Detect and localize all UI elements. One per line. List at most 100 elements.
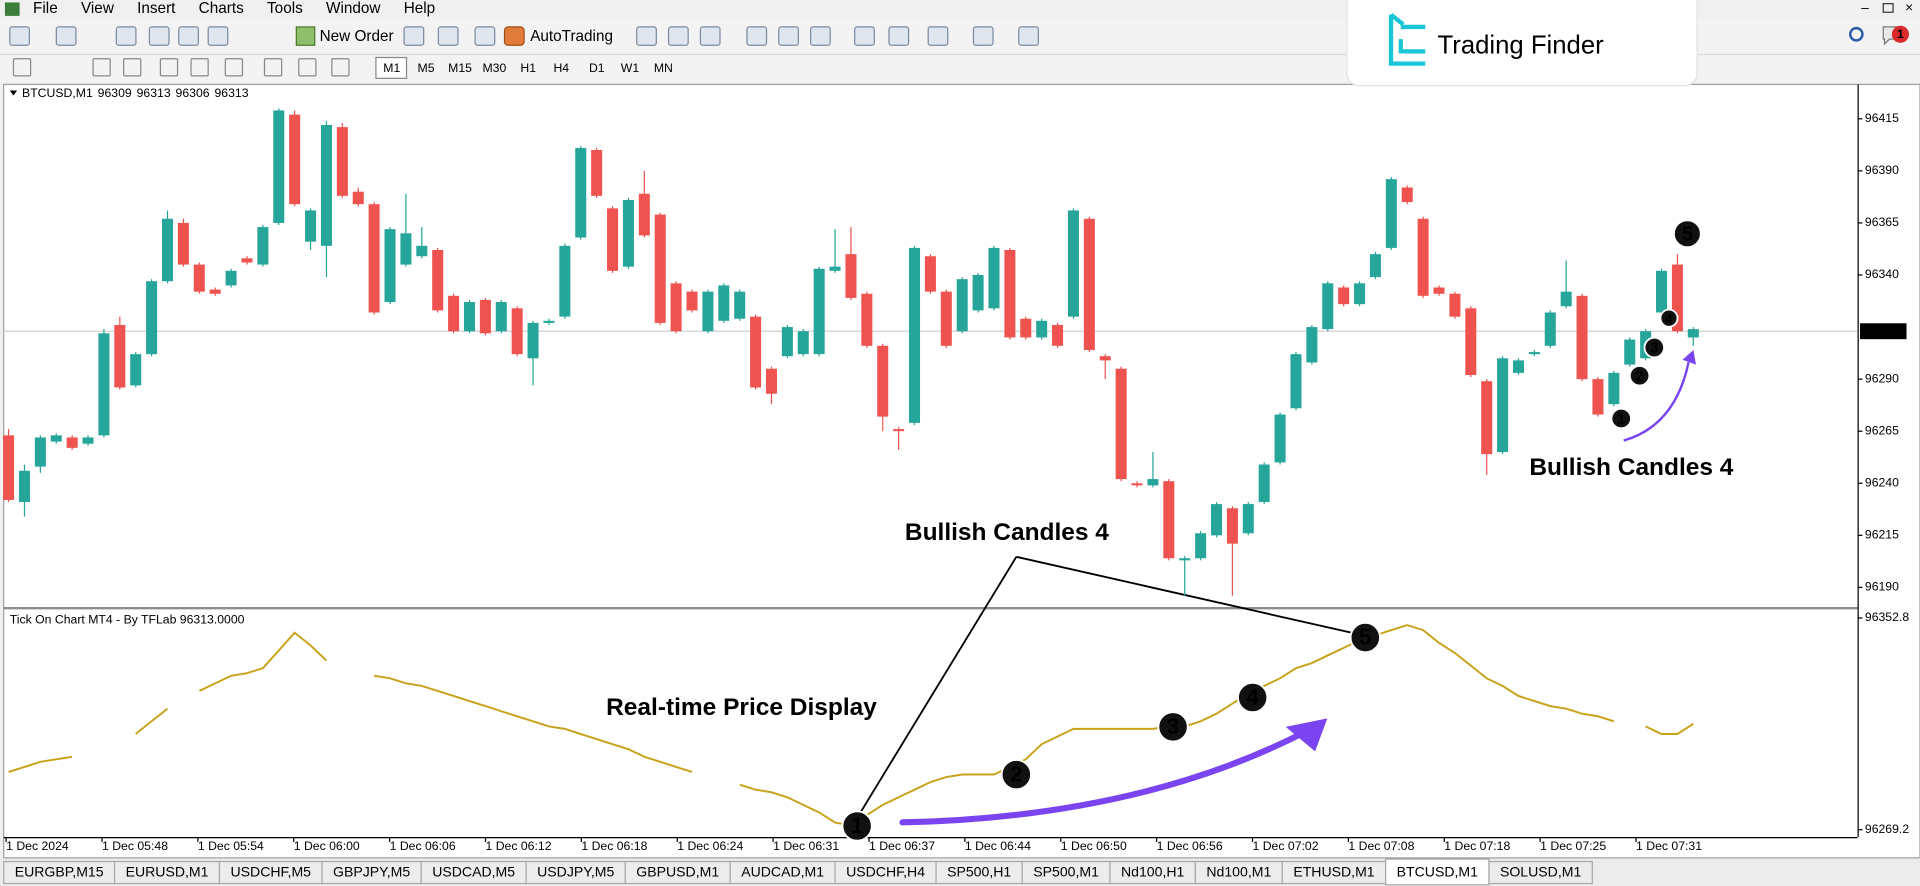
tab-label[interactable]: Nd100,H1: [1121, 863, 1185, 879]
annotation-connector: [1016, 555, 1357, 635]
drawing-tool[interactable]: [159, 58, 179, 77]
arrowhead: [1682, 349, 1696, 365]
toolbar-icon[interactable]: [854, 26, 875, 46]
tab-label[interactable]: GBPUSD,M1: [636, 863, 719, 879]
drawing-tool[interactable]: [298, 58, 317, 77]
candle-body: [1592, 379, 1604, 415]
toolbar-icon[interactable]: [55, 26, 77, 46]
new-order-button[interactable]: New Order: [320, 28, 394, 45]
toolbar-icon[interactable]: [403, 26, 425, 46]
toolbar-icon[interactable]: [667, 26, 689, 46]
candle-body: [432, 249, 444, 311]
menu-item[interactable]: Insert: [137, 0, 176, 17]
autotrading-icon[interactable]: [503, 26, 525, 46]
tab-label[interactable]: AUDCAD,M1: [741, 863, 824, 879]
toolbar-icon[interactable]: [636, 26, 657, 46]
timeframe-button[interactable]: W1: [621, 61, 640, 75]
drawing-tool[interactable]: [190, 58, 209, 77]
y-tick-label: 96240: [1865, 476, 1899, 490]
drawing-tool[interactable]: [92, 58, 111, 77]
candle-body: [940, 291, 952, 346]
timeframe-button[interactable]: M15: [448, 61, 472, 75]
timeframe-button[interactable]: D1: [589, 61, 605, 75]
tab-label[interactable]: BTCUSD,M1: [1397, 863, 1478, 879]
y-tick-label: 96190: [1865, 580, 1899, 594]
menu-item[interactable]: Help: [404, 0, 435, 17]
tab-label[interactable]: SP500,M1: [1033, 863, 1099, 879]
timeframe-button[interactable]: M1: [383, 61, 400, 75]
menu-item[interactable]: Tools: [267, 0, 303, 17]
drawing-tool[interactable]: [224, 58, 244, 77]
toolbar-icon[interactable]: [9, 26, 30, 46]
toolbar-icon[interactable]: [207, 26, 229, 46]
tab-label[interactable]: SOLUSD,M1: [1500, 863, 1581, 879]
toolbar-icon[interactable]: [178, 26, 199, 46]
candle-body: [1481, 381, 1493, 455]
tab-label[interactable]: Nd100,M1: [1206, 863, 1271, 879]
candle-body: [1656, 270, 1668, 313]
x-tick-label: 1 Dec 2024: [6, 839, 69, 853]
tab-label[interactable]: USDCHF,H4: [846, 863, 925, 879]
tab-label[interactable]: SP500,H1: [947, 863, 1011, 879]
chart-menu-arrow[interactable]: [9, 90, 18, 96]
tab-label[interactable]: USDJPY,M5: [537, 863, 614, 879]
tab-label[interactable]: EURGBP,M15: [15, 863, 104, 879]
tab-label[interactable]: ETHUSD,M1: [1293, 863, 1374, 879]
toolbar-icon[interactable]: [927, 26, 949, 46]
window-close[interactable]: ×: [1905, 0, 1913, 15]
toolbar-icon[interactable]: [778, 26, 799, 46]
x-tick-label: 1 Dec 06:06: [390, 839, 456, 853]
tab-label[interactable]: USDCAD,M5: [432, 863, 515, 879]
drawing-tool[interactable]: [263, 58, 283, 77]
tab-label[interactable]: USDCHF,M5: [230, 863, 311, 879]
tab-active[interactable]: [1385, 858, 1490, 886]
tab[interactable]: [1488, 860, 1593, 885]
drawing-tool[interactable]: [12, 58, 32, 77]
toolbar-icon[interactable]: [474, 26, 496, 46]
toolbar-icon[interactable]: [888, 26, 910, 46]
timeframe-button[interactable]: H4: [553, 61, 569, 75]
toolbar-icon[interactable]: [437, 26, 459, 46]
search-icon[interactable]: [1848, 26, 1864, 42]
window-restore[interactable]: [1882, 3, 1894, 13]
toolbar-icon[interactable]: [148, 26, 170, 46]
step-marker: [1237, 681, 1269, 714]
window-minimize[interactable]: –: [1861, 0, 1869, 15]
y-tick-label: 96290: [1865, 371, 1899, 385]
toolbar-icon[interactable]: [810, 26, 831, 46]
tab-label[interactable]: GBPJPY,M5: [333, 863, 410, 879]
candle-body: [1115, 368, 1127, 480]
timeframe-button[interactable]: H1: [520, 61, 536, 75]
toolbar-icon[interactable]: [746, 26, 768, 46]
timeframe-button[interactable]: M30: [482, 61, 506, 75]
menu-item[interactable]: View: [81, 0, 115, 17]
candle-body: [1338, 287, 1350, 305]
timeframe-button[interactable]: M5: [418, 61, 435, 75]
autotrading-button[interactable]: AutoTrading: [530, 28, 613, 45]
candle-body: [559, 245, 571, 317]
menu-item[interactable]: Window: [326, 0, 381, 17]
y-tick-label: 96415: [1865, 111, 1899, 125]
candle-body: [18, 470, 30, 503]
timeframe-button[interactable]: MN: [654, 61, 673, 75]
drawing-tool[interactable]: [331, 58, 350, 77]
new-order-icon[interactable]: [295, 26, 316, 46]
toolbar-icon[interactable]: [1018, 26, 1039, 46]
candle-body: [98, 333, 110, 436]
candle-body: [1226, 508, 1238, 544]
menu-item[interactable]: Charts: [199, 0, 244, 17]
annotation: Real-time Price Display: [606, 694, 877, 721]
candle-body: [495, 302, 507, 332]
candle-body: [336, 127, 348, 196]
toolbar-icon[interactable]: [699, 26, 721, 46]
toolbar-icon[interactable]: [115, 26, 137, 46]
drawing-tool[interactable]: [123, 58, 142, 77]
x-tick-label: 1 Dec 07:08: [1348, 839, 1414, 853]
x-tick-label: 1 Dec 06:31: [773, 839, 839, 853]
tab-label[interactable]: EURUSD,M1: [126, 863, 209, 879]
toolbar-icon[interactable]: [972, 26, 994, 46]
menu-item[interactable]: File: [33, 0, 58, 17]
step-marker: [841, 810, 873, 842]
